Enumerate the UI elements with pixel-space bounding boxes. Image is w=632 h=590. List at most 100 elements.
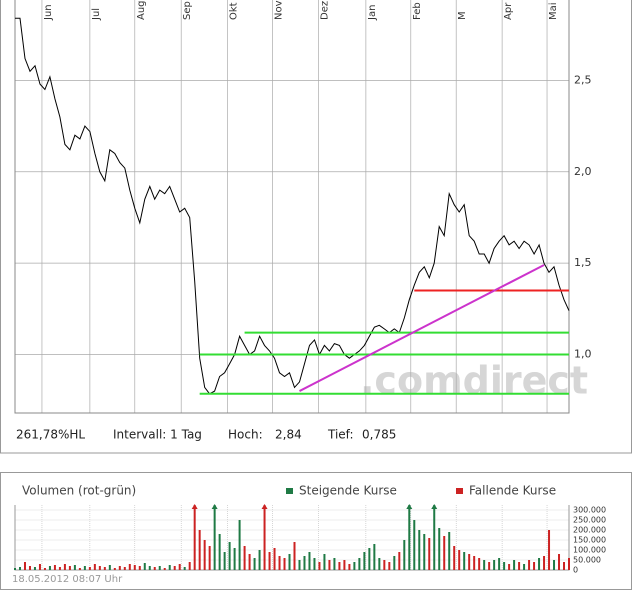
- clip-arrow: [431, 504, 438, 509]
- volume-bar: [14, 568, 16, 570]
- volume-bar: [233, 548, 236, 570]
- volume-bar: [283, 558, 286, 570]
- volume-bar: [138, 566, 141, 570]
- volume-bar: [308, 552, 311, 570]
- volume-bar: [63, 564, 66, 570]
- volume-bar: [388, 562, 391, 570]
- volume-bar: [493, 560, 496, 570]
- volume-bar: [413, 520, 416, 570]
- volume-bar: [318, 562, 321, 570]
- volume-bar: [268, 552, 271, 570]
- volume-bar: [448, 532, 451, 570]
- volume-bar: [53, 565, 56, 570]
- x-tick-label: Jan: [367, 5, 378, 21]
- volume-bar: [403, 540, 406, 570]
- volume-bar: [548, 530, 551, 570]
- y-tick-label: 1,0: [574, 348, 592, 361]
- price-line: [15, 17, 570, 395]
- volume-bar: [568, 558, 570, 570]
- volume-bar: [378, 558, 381, 570]
- volume-bar: [483, 560, 486, 570]
- volume-bar: [148, 566, 151, 570]
- footer-text: 0,785: [362, 428, 396, 442]
- footer-text: 2,84: [275, 428, 302, 442]
- volume-bar: [438, 528, 441, 570]
- volume-bar: [183, 567, 186, 570]
- volume-bar: [408, 505, 411, 570]
- volume-chart: Volumen (rot-grün) Steigende Kurse Fallend…: [12, 484, 606, 586]
- volume-bar: [258, 550, 261, 570]
- volume-bar: [18, 567, 21, 570]
- volume-bar: [328, 560, 331, 570]
- volume-bar: [423, 534, 426, 570]
- volume-bar: [478, 558, 481, 570]
- volume-bar: [288, 554, 291, 570]
- y-tick-label: 2,0: [574, 165, 592, 178]
- volume-bar: [298, 560, 301, 570]
- volume-bar: [58, 567, 61, 570]
- volume-bar: [303, 556, 306, 570]
- chart-title: Volumen (rot-grün): [22, 484, 136, 498]
- price-chart: .comdirect Jun Jul Aug Sep Okt Nov Dez Jan Feb M Ap…: [14, 0, 592, 442]
- volume-bar: [123, 567, 126, 570]
- volume-bar: [273, 548, 276, 570]
- x-tick-label: Sep: [182, 1, 193, 20]
- y-tick-label: 300.000: [573, 506, 606, 515]
- legend-swatch: [286, 488, 293, 494]
- volume-bar: [118, 566, 121, 570]
- volume-bar: [333, 558, 336, 570]
- volume-bar: [128, 564, 131, 570]
- volume-bar: [418, 530, 421, 570]
- volume-bar: [73, 565, 76, 570]
- volume-bar: [218, 534, 221, 570]
- volume-bar: [383, 560, 386, 570]
- clip-arrow: [261, 504, 268, 509]
- volume-bar: [358, 558, 361, 570]
- volume-bar: [558, 554, 561, 570]
- volume-bar: [468, 554, 471, 570]
- legend-label: Steigende Kurse: [299, 484, 397, 498]
- volume-bar: [223, 552, 226, 570]
- volume-bar: [143, 563, 146, 570]
- volume-bar: [248, 554, 251, 570]
- volume-bar: [43, 568, 46, 570]
- volume-bar: [188, 562, 191, 570]
- volume-bar: [113, 568, 116, 570]
- volume-bar: [363, 552, 366, 570]
- y-tick-label: 50.000: [573, 556, 601, 565]
- volume-bar: [503, 562, 506, 570]
- volume-bar: [543, 556, 546, 570]
- volume-bar: [518, 562, 521, 570]
- volume-bar: [83, 566, 86, 570]
- clip-arrow: [406, 504, 413, 509]
- volume-bar: [458, 550, 461, 570]
- y-tick-label: 2,5: [574, 73, 592, 86]
- volume-bar: [103, 567, 106, 570]
- volume-bar: [193, 505, 196, 570]
- volume-bar: [313, 558, 316, 570]
- volume-bar: [173, 566, 176, 570]
- volume-bar: [178, 564, 181, 570]
- x-tick-label: Apr: [503, 2, 514, 20]
- volume-bar: [443, 536, 446, 570]
- volume-bar: [348, 564, 351, 570]
- volume-bar: [488, 562, 491, 570]
- footer-text: 261,78%HL: [16, 428, 85, 442]
- volume-bar: [343, 560, 346, 570]
- plot-frame: [14, 505, 570, 571]
- volume-bar: [353, 562, 356, 570]
- trend-line: [299, 264, 545, 392]
- timestamp: 18.05.2012 08:07 Uhr: [12, 574, 123, 585]
- volume-bar: [453, 546, 456, 570]
- volume-bar: [398, 552, 401, 570]
- volume-bar: [338, 562, 341, 570]
- x-tick-label: Dez: [319, 1, 330, 20]
- volume-bar: [168, 565, 171, 570]
- y-tick-label: 200.000: [573, 526, 606, 535]
- volume-bar: [243, 546, 246, 570]
- volume-bar: [508, 564, 511, 570]
- volume-bar: [553, 560, 556, 570]
- volume-bar: [323, 554, 326, 570]
- volume-bar: [393, 556, 396, 570]
